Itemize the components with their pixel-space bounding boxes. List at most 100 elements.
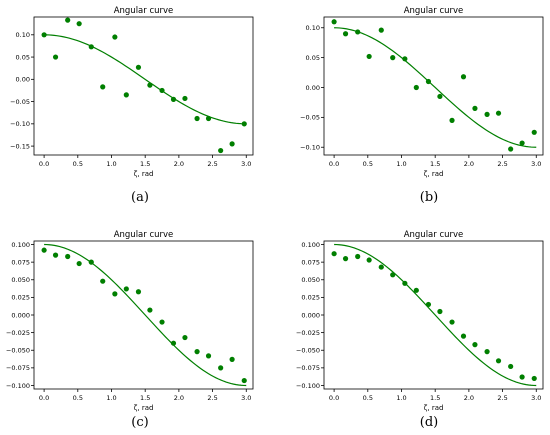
data-point [100, 278, 106, 284]
data-point [88, 259, 94, 265]
data-point [135, 64, 142, 70]
data-point [194, 349, 200, 355]
data-point [229, 141, 235, 147]
x-tick-label: 2.5 [207, 394, 217, 402]
y-tick-label: 0.075 [11, 258, 30, 266]
x-tick-label: 3.0 [531, 160, 541, 168]
y-tick-label: −0.050 [6, 347, 30, 355]
x-tick-label: 0.5 [73, 394, 83, 402]
data-point [52, 252, 59, 258]
data-point [112, 291, 118, 297]
x-axis-label: ζ, rad [424, 404, 444, 412]
x-tick-label: 2.5 [497, 394, 507, 402]
x-axis-label: ζ, rad [134, 170, 154, 178]
x-tick-label: 3.0 [241, 394, 251, 402]
data-point [170, 340, 177, 346]
data-point [331, 19, 337, 25]
data-point [112, 34, 118, 40]
data-point [472, 342, 478, 348]
chart-title: Angular curve [114, 230, 174, 240]
data-point [508, 146, 514, 152]
data-point [182, 95, 188, 102]
plot-frame [323, 16, 544, 156]
data-point [194, 115, 200, 122]
data-point [76, 21, 82, 27]
y-tick-label: 0.000 [11, 311, 30, 319]
data-point [366, 53, 372, 60]
data-point [205, 353, 212, 359]
data-point [205, 115, 212, 122]
data-point [378, 264, 384, 270]
y-tick-label: 0.000 [301, 311, 320, 319]
x-tick-label: 1.5 [430, 394, 440, 402]
fit-curve-line [44, 243, 247, 387]
x-tick-label: 2.5 [497, 160, 507, 168]
x-tick-label: 0.5 [363, 160, 373, 168]
fit-curve-line [334, 27, 537, 148]
panel-caption: (c) [131, 415, 148, 430]
y-tick-label: 0.050 [301, 276, 320, 284]
data-point [366, 257, 372, 263]
data-point [449, 319, 455, 325]
y-tick-label: −0.10 [10, 120, 30, 128]
y-tick-label: −0.050 [296, 347, 320, 355]
data-point [484, 111, 490, 117]
data-point [218, 365, 224, 371]
data-point [484, 349, 490, 355]
chart-title: Angular curve [404, 230, 464, 240]
data-point [425, 301, 432, 308]
x-tick-label: 1.5 [140, 160, 150, 168]
x-tick-label: 0.0 [39, 394, 49, 402]
y-tick-label: −0.05 [10, 98, 30, 106]
y-tick-label: −0.10 [300, 144, 320, 152]
data-point [531, 375, 537, 382]
x-tick-label: 0.0 [329, 160, 339, 168]
x-tick-label: 0.5 [73, 160, 83, 168]
data-point [390, 55, 396, 61]
data-point [123, 286, 129, 292]
data-point [41, 32, 47, 38]
data-point [147, 307, 153, 313]
data-point [159, 319, 165, 325]
data-point [402, 56, 408, 62]
panel-b: Angular curve 0.0 0.5 1.0 1.5 2.0 2.5 3.0 −0.10 −… [300, 6, 544, 205]
data-point [378, 27, 384, 33]
y-tick-label: 0.025 [301, 294, 320, 302]
x-tick-label: 2.0 [464, 160, 474, 168]
panel-caption: (d) [420, 415, 438, 430]
y-tick-label: 0.075 [301, 258, 320, 266]
y-tick-label: 0.100 [11, 241, 30, 249]
panel-a: Angular curve 0.0 0.5 1.0 1.5 2.0 2.5 3.0 −0.15 −… [10, 6, 254, 205]
y-tick-label: 0.025 [11, 294, 30, 302]
data-point [402, 280, 408, 286]
data-point [218, 147, 224, 154]
data-point [241, 377, 247, 384]
x-tick-label: 3.0 [241, 160, 251, 168]
x-tick-label: 2.0 [464, 394, 474, 402]
y-tick-label: −0.025 [296, 329, 320, 337]
data-point [342, 31, 349, 37]
data-point [123, 92, 129, 98]
data-point [437, 93, 443, 100]
data-point [100, 84, 106, 90]
data-point [355, 253, 361, 260]
data-point [460, 333, 467, 339]
y-tick-label: 0.00 [16, 76, 30, 84]
data-point [390, 272, 396, 278]
plot-frame [33, 16, 254, 156]
x-tick-label: 2.0 [174, 394, 184, 402]
data-point [331, 251, 337, 257]
data-point [437, 308, 443, 315]
data-point [519, 374, 525, 380]
data-point [159, 87, 165, 94]
y-tick-label: −0.075 [296, 364, 320, 372]
x-tick-label: 2.5 [207, 160, 217, 168]
data-point [147, 82, 153, 88]
data-point [449, 117, 455, 123]
x-tick-label: 1.0 [106, 394, 116, 402]
x-tick-label: 2.0 [174, 160, 184, 168]
data-point [241, 121, 247, 127]
data-point [65, 253, 71, 260]
y-tick-label: 0.05 [306, 54, 320, 62]
